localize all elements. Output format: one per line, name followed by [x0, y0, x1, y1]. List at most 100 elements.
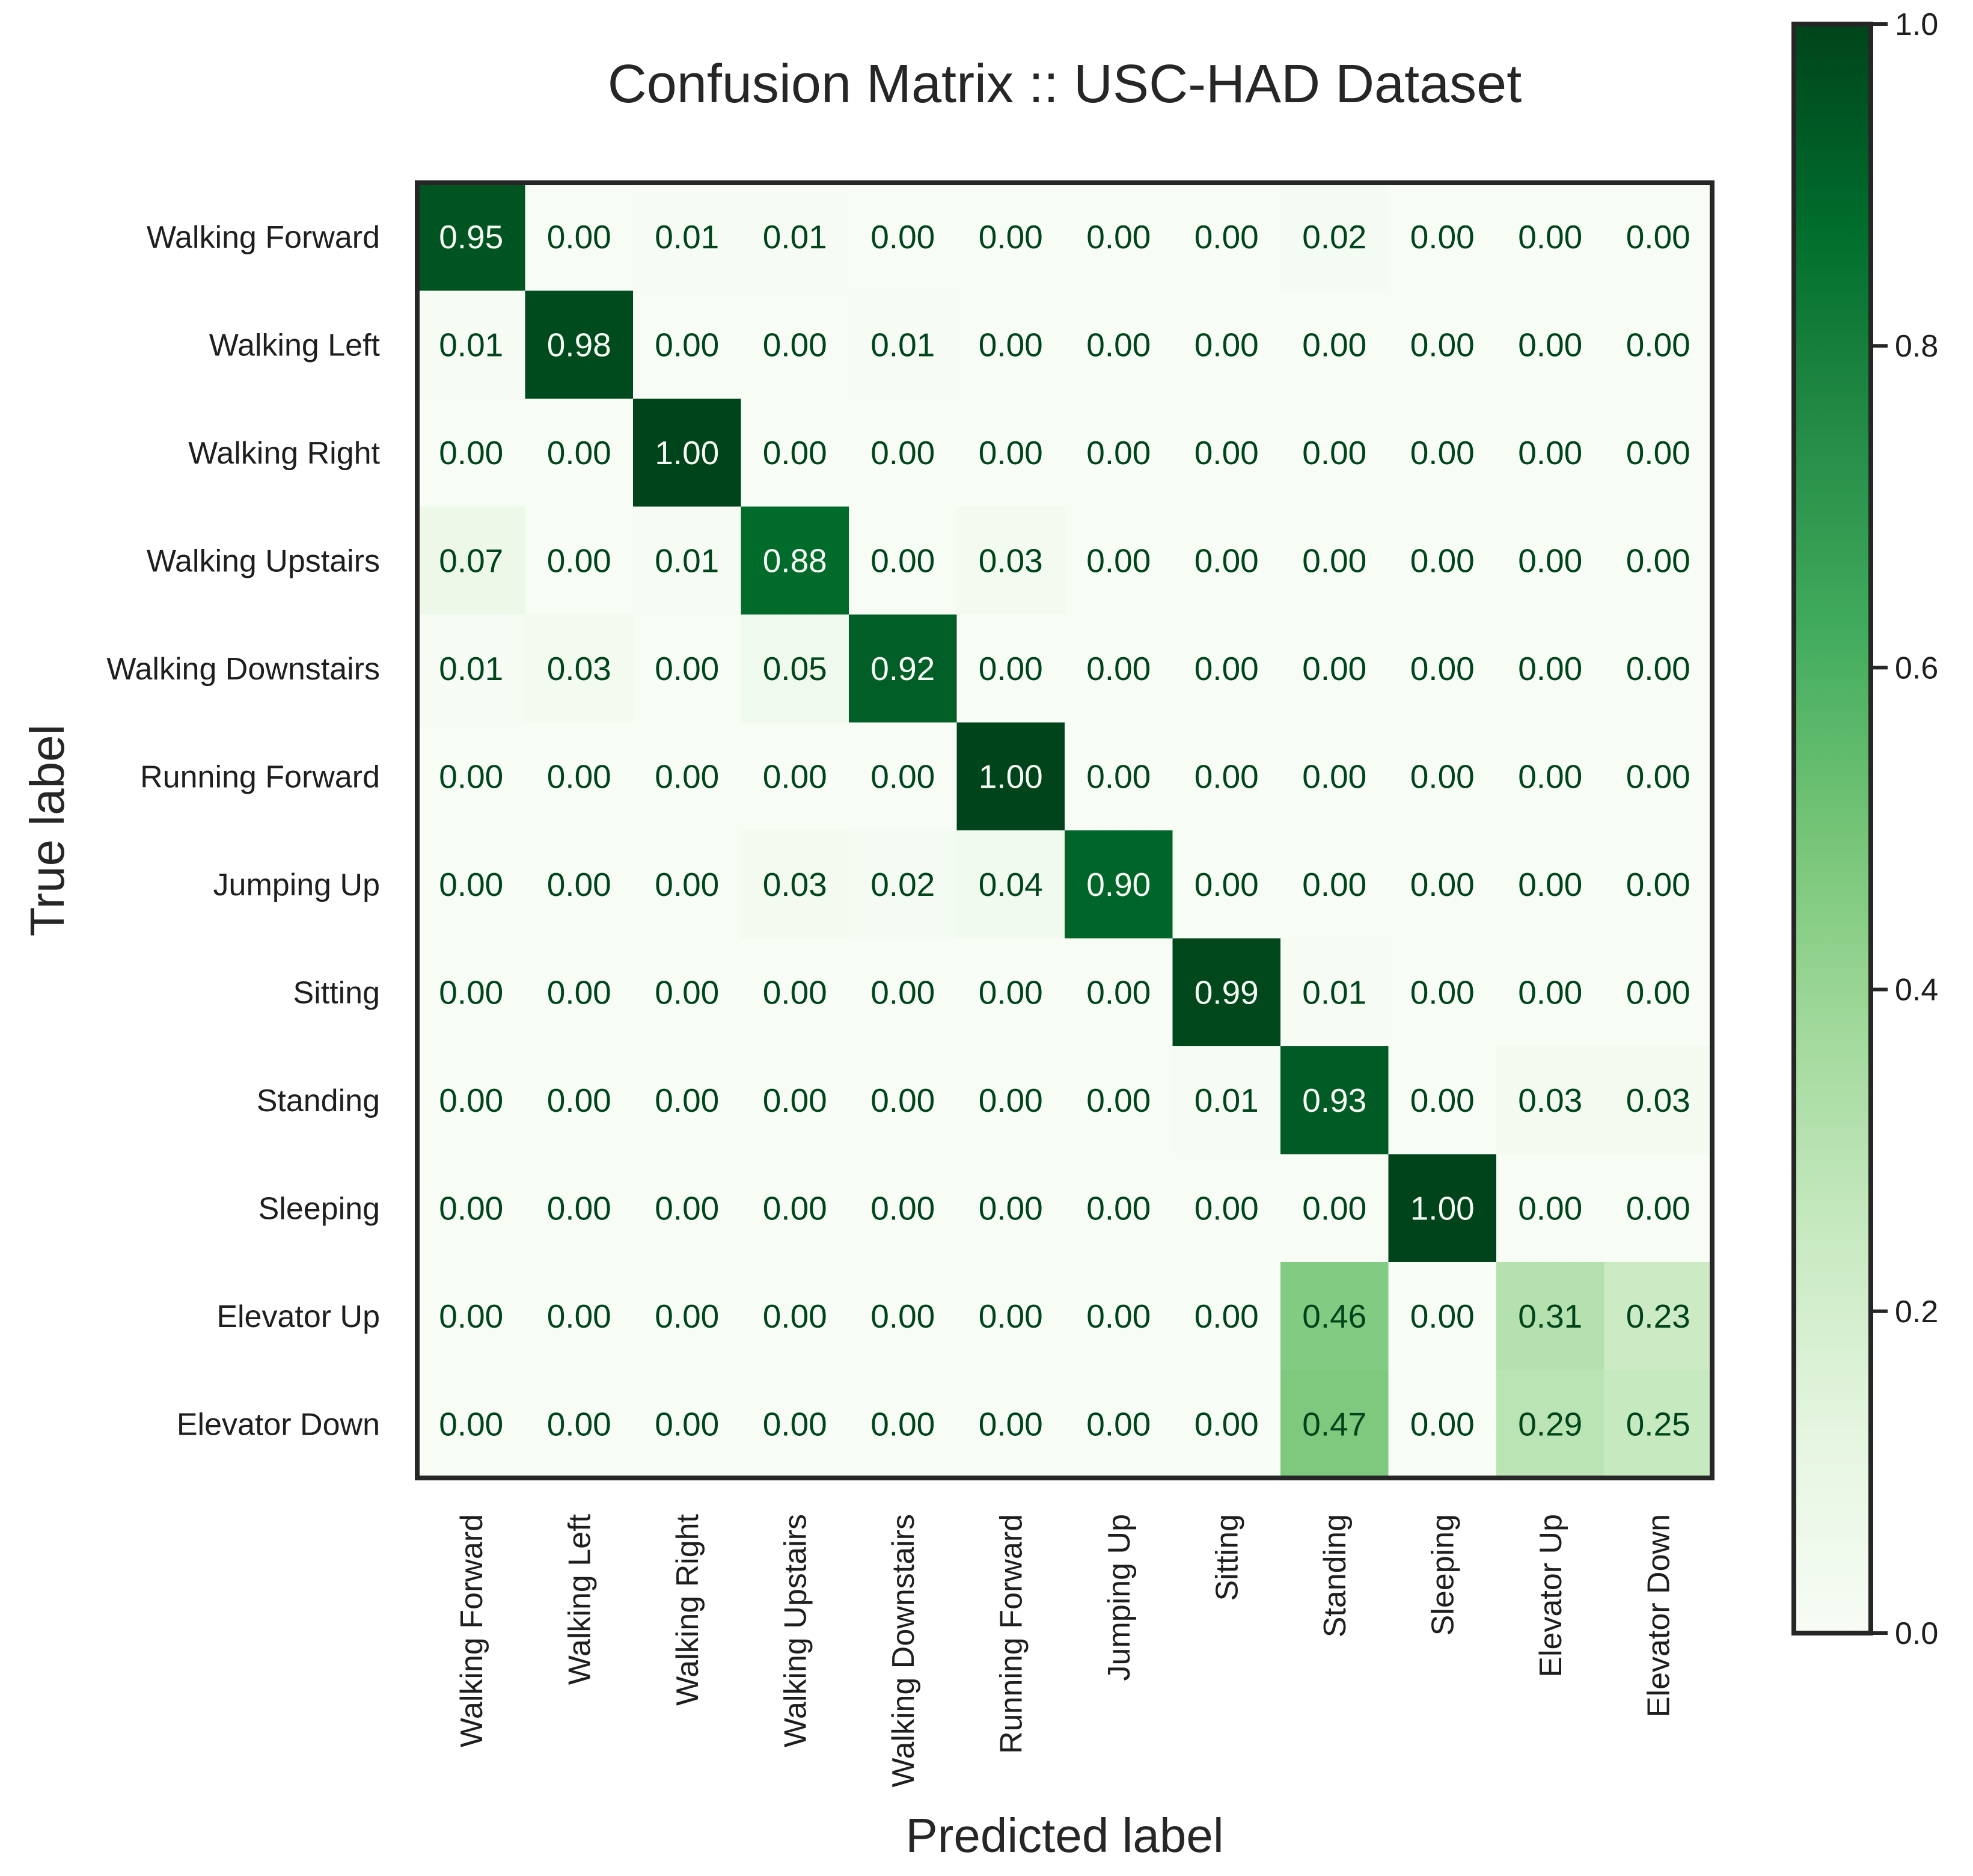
cell-value: 0.00	[439, 758, 503, 795]
cell-value: 0.00	[1086, 542, 1151, 579]
heatmap-cell	[1280, 1262, 1389, 1371]
cell-value: 0.01	[1195, 1082, 1259, 1119]
x-tick-label: Walking Forward	[454, 1514, 489, 1747]
heatmap-cell	[1604, 722, 1713, 831]
heatmap-cell	[741, 1046, 849, 1155]
heatmap-cell	[1496, 506, 1605, 615]
cell-value: 0.00	[979, 650, 1043, 687]
heatmap-cell	[849, 290, 958, 399]
y-tick-label: Walking Downstairs	[106, 652, 380, 687]
cell-value: 1.00	[655, 434, 719, 471]
heatmap-cell	[525, 506, 634, 615]
heatmap-cell	[1280, 722, 1389, 831]
heatmap-cell	[417, 399, 526, 507]
heatmap-cell	[849, 1046, 958, 1155]
heatmap-cell	[849, 938, 958, 1047]
cell-value: 0.00	[1195, 1405, 1259, 1442]
cell-value: 0.90	[1086, 866, 1151, 903]
colorbar	[1791, 22, 1873, 1635]
heatmap-cell	[1172, 1370, 1281, 1479]
cell-value: 0.98	[547, 326, 611, 363]
heatmap-cell	[633, 1046, 742, 1155]
cell-value: 0.00	[1302, 758, 1366, 795]
heatmap-cell	[525, 1046, 634, 1155]
heatmap-cell	[417, 290, 526, 399]
heatmap-cell	[1604, 399, 1713, 507]
cell-value: 0.00	[870, 1405, 935, 1442]
cell-value: 0.00	[763, 1298, 827, 1335]
cell-value: 0.00	[655, 866, 719, 903]
cell-value: 0.00	[763, 326, 827, 363]
cell-value: 0.01	[439, 650, 503, 687]
heatmap-cell	[1065, 1262, 1173, 1371]
colorbar-tick-label: 1.0	[1895, 7, 1938, 42]
cell-value: 0.00	[547, 1189, 611, 1227]
heatmap-cell	[1388, 1154, 1497, 1263]
heatmap-cell	[849, 830, 958, 939]
cell-value: 0.00	[1626, 973, 1690, 1011]
cell-value: 0.00	[1518, 434, 1582, 471]
heatmap-cell	[741, 1370, 849, 1479]
colorbar-tick-label: 0.2	[1895, 1295, 1938, 1329]
heatmap-cell	[1280, 830, 1389, 939]
heatmap-cell	[849, 506, 958, 615]
heatmap-cell	[1604, 183, 1713, 292]
heatmap-cell	[417, 1046, 526, 1155]
heatmap-cell	[633, 615, 742, 723]
cell-value: 0.00	[870, 1082, 935, 1119]
cell-value: 0.03	[1518, 1082, 1582, 1119]
cell-value: 0.00	[547, 434, 611, 471]
heatmap-cell	[741, 938, 849, 1047]
heatmap-cell	[1065, 722, 1173, 831]
y-tick-label: Standing	[257, 1084, 380, 1118]
cell-value: 0.00	[655, 1082, 719, 1119]
heatmap-cell	[1604, 1154, 1713, 1263]
heatmap-cell	[417, 722, 526, 831]
cell-value: 0.00	[870, 434, 935, 471]
cell-value: 0.29	[1518, 1405, 1582, 1442]
matrix-frame	[415, 180, 1715, 1480]
x-tick-label: Running Forward	[994, 1514, 1029, 1754]
cell-value: 0.00	[547, 1405, 611, 1442]
cell-value: 0.05	[763, 650, 827, 687]
y-tick-label: Walking Right	[188, 436, 380, 471]
cell-value: 0.00	[1195, 1189, 1259, 1227]
heatmap-cell	[849, 183, 958, 292]
cell-value: 0.00	[1410, 1082, 1475, 1119]
colorbar-tick-label: 0.6	[1895, 651, 1938, 685]
cell-value: 0.00	[439, 866, 503, 903]
heatmap-cell	[1496, 290, 1605, 399]
heatmap-cell	[741, 506, 849, 615]
heatmap-cell	[956, 183, 1065, 292]
heatmap-cell	[417, 183, 526, 292]
cell-value: 0.00	[1518, 650, 1582, 687]
heatmap-cell	[1172, 1046, 1281, 1155]
cell-value: 0.00	[547, 218, 611, 256]
heatmap-cell	[1172, 615, 1281, 723]
cell-value: 0.00	[1302, 542, 1366, 579]
heatmap-cell	[741, 183, 849, 292]
heatmap-cell	[1172, 290, 1281, 399]
heatmap-cell	[633, 1370, 742, 1479]
heatmap-cell	[741, 290, 849, 399]
cell-value: 0.00	[1410, 650, 1475, 687]
heatmap-cell	[741, 399, 849, 507]
heatmap-cell	[849, 615, 958, 723]
heatmap-cell	[525, 615, 634, 723]
y-tick-label: Jumping Up	[213, 868, 380, 903]
heatmap-cell	[1604, 938, 1713, 1047]
heatmap-cell	[525, 938, 634, 1047]
cell-value: 0.03	[547, 650, 611, 687]
cell-value: 0.93	[1302, 1082, 1366, 1119]
x-tick-label: Jumping Up	[1102, 1514, 1137, 1681]
heatmap-cell	[956, 722, 1065, 831]
cell-value: 0.01	[655, 542, 719, 579]
heatmap-cell	[1280, 399, 1389, 507]
cell-value: 0.00	[979, 434, 1043, 471]
cell-value: 0.00	[1195, 758, 1259, 795]
cell-value: 0.00	[870, 218, 935, 256]
cell-value: 0.03	[763, 866, 827, 903]
heatmap-cell	[1604, 830, 1713, 939]
cell-value: 0.00	[763, 1405, 827, 1442]
cell-value: 0.00	[1302, 434, 1366, 471]
